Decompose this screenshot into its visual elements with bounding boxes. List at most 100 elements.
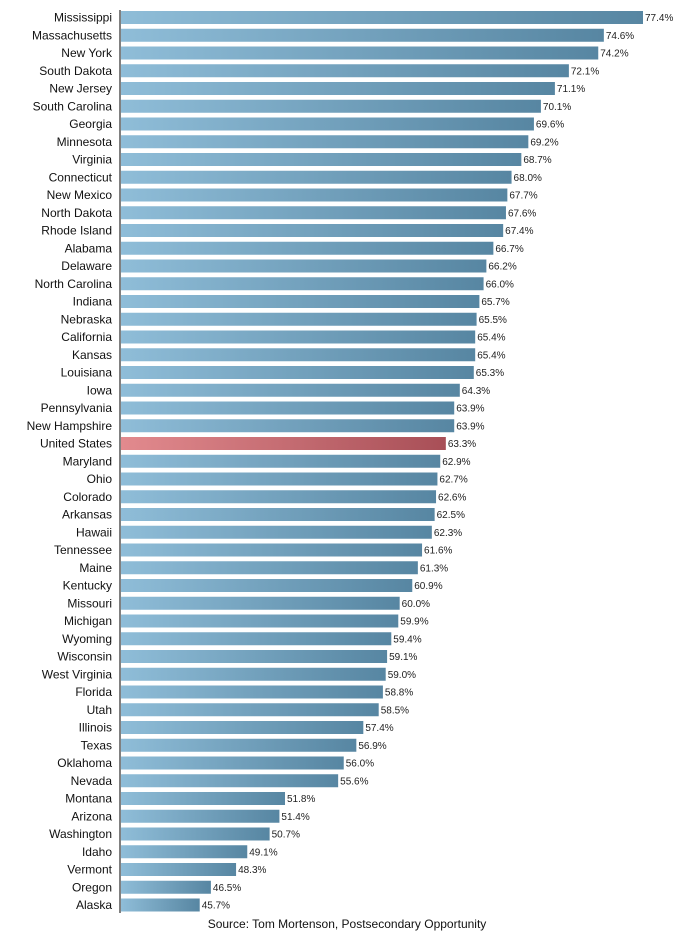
category-label-south-dakota: South Dakota [39,64,112,78]
category-label-maine: Maine [79,561,112,575]
category-label-colorado: Colorado [63,490,112,504]
category-label-louisiana: Louisiana [61,366,113,380]
category-label-virginia: Virginia [72,153,112,167]
value-label-new-york: 74.2% [600,49,628,60]
bar-kansas [121,348,476,362]
value-label-wyoming: 59.4% [393,634,421,645]
value-label-oklahoma: 56.0% [346,759,374,770]
value-label-georgia: 69.6% [536,120,564,131]
value-label-colorado: 62.6% [438,492,466,503]
value-label-minnesota: 69.2% [530,137,558,148]
value-label-south-carolina: 70.1% [543,102,571,113]
bar-south-carolina [121,99,541,113]
category-label-wyoming: Wyoming [62,632,112,646]
category-label-wisconsin: Wisconsin [57,650,112,664]
category-label-oregon: Oregon [72,880,112,894]
value-label-nevada: 55.6% [340,776,368,787]
value-label-delaware: 66.2% [488,262,516,273]
bar-california [121,330,476,344]
value-label-pennsylvania: 63.9% [456,404,484,415]
value-label-united-states: 63.3% [448,439,476,450]
bar-oregon [121,880,211,894]
category-label-minnesota: Minnesota [57,135,113,149]
bar-south-dakota [121,64,569,78]
bar-florida [121,685,383,699]
category-label-iowa: Iowa [87,383,113,397]
category-label-oklahoma: Oklahoma [57,756,112,770]
value-label-michigan: 59.9% [400,617,428,628]
category-label-maryland: Maryland [63,454,112,468]
category-label-ohio: Ohio [87,472,113,486]
category-label-new-mexico: New Mexico [47,188,113,202]
bar-georgia [121,117,534,131]
category-label-arizona: Arizona [71,809,112,823]
value-label-kentucky: 60.9% [414,581,442,592]
category-label-indiana: Indiana [73,295,113,309]
category-label-kentucky: Kentucky [63,579,112,593]
bar-missouri [121,596,400,610]
bar-nebraska [121,312,477,326]
bar-iowa [121,383,460,397]
bar-minnesota [121,135,529,149]
category-label-kansas: Kansas [72,348,112,362]
value-label-oregon: 46.5% [213,883,241,894]
bar-west-virginia [121,667,386,681]
bars-layer: Mississippi 77.4% Massachusetts 74.6% New Yo… [27,11,674,913]
value-label-mississippi: 77.4% [645,13,673,24]
bar-new-mexico [121,188,508,202]
bar-nevada [121,774,339,788]
value-label-north-dakota: 67.6% [508,208,536,219]
bar-virginia [121,153,522,166]
category-label-north-dakota: North Dakota [41,206,112,220]
category-label-nevada: Nevada [71,774,113,788]
category-label-alaska: Alaska [76,898,112,912]
value-label-arizona: 51.4% [281,812,309,823]
category-label-missouri: Missouri [67,596,112,610]
bar-vermont [121,863,237,876]
category-label-vermont: Vermont [67,863,112,877]
bar-mississippi [121,11,643,24]
value-label-ohio: 62.7% [439,475,467,486]
bar-texas [121,738,357,752]
bar-tennessee [121,543,423,557]
bar-colorado [121,490,437,504]
bar-wyoming [121,632,392,646]
bar-connecticut [121,170,512,184]
bar-alabama [121,241,494,255]
category-label-florida: Florida [75,685,112,699]
category-label-tennessee: Tennessee [54,543,112,557]
bar-michigan [121,614,399,628]
value-label-california: 65.4% [477,333,505,344]
bar-alaska [121,898,200,912]
category-label-connecticut: Connecticut [49,170,113,184]
value-label-missouri: 60.0% [402,599,430,610]
bar-indiana [121,295,480,308]
bar-arkansas [121,508,435,521]
category-label-alabama: Alabama [65,241,113,255]
category-label-arkansas: Arkansas [62,508,112,522]
value-label-illinois: 57.4% [365,723,393,734]
value-label-nebraska: 65.5% [479,315,507,326]
value-label-alabama: 66.7% [495,244,523,255]
category-label-new-hampshire: New Hampshire [27,419,113,433]
value-label-indiana: 65.7% [481,297,509,308]
category-label-washington: Washington [49,827,112,841]
category-label-new-jersey: New Jersey [49,82,112,96]
bar-washington [121,827,270,841]
value-label-connecticut: 68.0% [514,173,542,184]
value-label-alaska: 45.7% [202,901,230,912]
category-label-montana: Montana [65,792,112,806]
category-label-massachusetts: Massachusetts [32,28,112,42]
bar-utah [121,703,379,717]
bar-kentucky [121,579,413,592]
value-label-rhode-island: 67.4% [505,226,533,237]
value-label-tennessee: 61.6% [424,546,452,557]
bar-arizona [121,809,280,823]
value-label-massachusetts: 74.6% [606,31,634,42]
category-label-nebraska: Nebraska [61,312,113,326]
value-label-wisconsin: 59.1% [389,652,417,663]
category-label-texas: Texas [81,738,112,752]
bar-new-hampshire [121,419,455,433]
category-label-new-york: New York [61,46,113,60]
